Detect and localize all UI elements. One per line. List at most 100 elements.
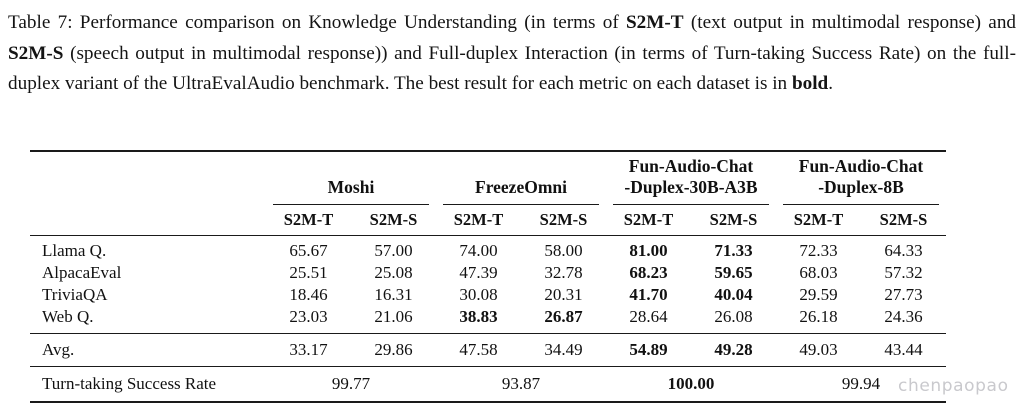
- caption-bold-s2ms: S2M-S: [8, 42, 64, 64]
- caption-bold-s2mt: S2M-T: [626, 12, 684, 33]
- corner-cell: [30, 152, 266, 200]
- cell-alpacaeval-moshi-s2mt: 25.51: [289, 263, 328, 282]
- cmidrule-spacer: [30, 200, 266, 207]
- subheader-row: S2M-T S2M-S S2M-T S2M-S S2M-T S2M-S S2M-…: [30, 207, 946, 236]
- table-turntaking-midrule: [30, 366, 946, 367]
- cell-web-q-freezeomni-s2ms: 26.87: [544, 307, 583, 326]
- row-label-triviaqa: TriviaQA: [42, 285, 108, 304]
- results-table: Moshi FreezeOmni Fun-Audio-Chat -Duplex-3…: [30, 150, 946, 404]
- caption-segment-3: (speech output in multimodal response)) …: [8, 42, 1016, 95]
- cell-triviaqa-fac30b-s2mt: 41.70: [629, 285, 668, 304]
- cell-triviaqa-freezeomni-s2mt: 30.08: [459, 285, 498, 304]
- cell-llama-q-freezeomni-s2mt: 74.00: [459, 241, 498, 260]
- subheader-moshi-s2mt: S2M-T: [283, 210, 334, 229]
- group-header-fac-duplex-8b-line1: Fun-Audio-Chat: [798, 156, 924, 176]
- cell-avg-freezeomni-s2mt: 47.58: [459, 340, 498, 359]
- group-header-fac-duplex-30b-a3b: Fun-Audio-Chat -Duplex-30B-A3B: [606, 152, 776, 200]
- table-row: AlpacaEval 25.51 25.08 47.39 32.78 68.23…: [30, 262, 946, 284]
- cell-turntaking-fac8b: 99.94: [841, 374, 881, 393]
- table-caption: Table 7: Performance comparison on Knowl…: [8, 8, 1016, 100]
- cmidrule-freezeomni: [436, 200, 606, 207]
- table-avg-midrule: [30, 333, 946, 334]
- row-label-llama-q: Llama Q.: [42, 241, 107, 260]
- cell-triviaqa-fac8b-s2mt: 29.59: [799, 285, 838, 304]
- cell-llama-q-freezeomni-s2ms: 58.00: [544, 241, 583, 260]
- cmidrule-moshi: [266, 200, 436, 207]
- group-header-fac-duplex-30b-a3b-line1: Fun-Audio-Chat: [628, 156, 754, 176]
- cell-web-q-fac30b-s2ms: 26.08: [714, 307, 753, 326]
- cell-alpacaeval-moshi-s2ms: 25.08: [374, 263, 413, 282]
- cell-web-q-fac8b-s2mt: 26.18: [799, 307, 838, 326]
- cell-avg-moshi-s2ms: 29.86: [374, 340, 413, 359]
- cell-triviaqa-moshi-s2mt: 18.46: [289, 285, 328, 304]
- cell-avg-fac30b-s2ms: 49.28: [714, 340, 753, 359]
- caption-bold-bold: bold: [791, 73, 829, 94]
- cell-triviaqa-freezeomni-s2ms: 20.31: [544, 285, 583, 304]
- cell-alpacaeval-freezeomni-s2ms: 32.78: [544, 263, 583, 282]
- cmidrule-fac-duplex-30b-a3b: [606, 200, 776, 207]
- cell-turntaking-moshi: 99.77: [331, 374, 371, 393]
- cell-avg-moshi-s2mt: 33.17: [289, 340, 328, 359]
- cell-alpacaeval-fac30b-s2ms: 59.65: [714, 263, 753, 282]
- results-table-container: Moshi FreezeOmni Fun-Audio-Chat -Duplex-3…: [30, 150, 946, 404]
- cell-llama-q-moshi-s2ms: 57.00: [374, 241, 413, 260]
- group-header-moshi-line1: Moshi: [327, 177, 375, 197]
- row-label-avg: Avg.: [42, 340, 75, 359]
- subheader-fac30b-s2ms: S2M-S: [709, 210, 758, 229]
- caption-segment-1: Performance comparison on Knowledge Unde…: [72, 12, 627, 33]
- watermark-text: chenpaopao: [898, 376, 1009, 396]
- cell-llama-q-fac8b-s2mt: 72.33: [799, 241, 838, 260]
- table-row: Llama Q. 65.67 57.00 74.00 58.00 81.00 7…: [30, 236, 946, 262]
- cell-avg-fac30b-s2mt: 54.89: [629, 340, 668, 359]
- group-header-freezeomni-line1: FreezeOmni: [475, 177, 567, 197]
- cell-web-q-moshi-s2ms: 21.06: [374, 307, 413, 326]
- group-cmidrule-row: [30, 200, 946, 207]
- cell-web-q-fac30b-s2mt: 28.64: [629, 307, 668, 326]
- cell-avg-freezeomni-s2ms: 34.49: [544, 340, 583, 359]
- caption-segment-4: .: [828, 73, 834, 94]
- table-row-avg: Avg. 33.17 29.86 47.58 34.49 54.89 49.28…: [30, 334, 946, 367]
- cell-triviaqa-fac8b-s2ms: 27.73: [884, 285, 923, 304]
- cell-llama-q-moshi-s2mt: 65.67: [289, 241, 328, 260]
- cell-avg-fac8b-s2mt: 49.03: [799, 340, 838, 359]
- subheader-freezeomni-s2ms: S2M-S: [539, 210, 588, 229]
- row-label-alpacaeval: AlpacaEval: [42, 263, 122, 282]
- cell-turntaking-fac30b: 100.00: [667, 374, 715, 393]
- row-label-web-q: Web Q.: [42, 307, 94, 326]
- table-row: Web Q. 23.03 21.06 38.83 26.87 28.64 26.…: [30, 306, 946, 334]
- cell-turntaking-freezeomni: 93.87: [501, 374, 541, 393]
- cell-triviaqa-moshi-s2ms: 16.31: [374, 285, 413, 304]
- subheader-freezeomni-s2mt: S2M-T: [453, 210, 504, 229]
- cell-llama-q-fac30b-s2mt: 81.00: [629, 241, 668, 260]
- cell-alpacaeval-fac30b-s2mt: 68.23: [629, 263, 668, 282]
- table-bottomrule: [30, 401, 946, 404]
- table-row: TriviaQA 18.46 16.31 30.08 20.31 41.70 4…: [30, 284, 946, 306]
- table-row-turntaking: Turn-taking Success Rate 99.77 93.87 100…: [30, 367, 946, 402]
- group-header-fac-duplex-30b-a3b-line2: -Duplex-30B-A3B: [624, 177, 758, 197]
- group-header-fac-duplex-8b-line2: -Duplex-8B: [818, 177, 904, 197]
- cell-web-q-moshi-s2mt: 23.03: [289, 307, 328, 326]
- group-header-freezeomni: FreezeOmni: [436, 152, 606, 200]
- caption-label: Table 7:: [8, 12, 73, 33]
- cell-triviaqa-fac30b-s2ms: 40.04: [714, 285, 753, 304]
- cell-alpacaeval-fac8b-s2mt: 68.03: [799, 263, 838, 282]
- table-header-midrule: [30, 235, 946, 236]
- cell-web-q-freezeomni-s2mt: 38.83: [459, 307, 498, 326]
- subheader-fac8b-s2ms: S2M-S: [879, 210, 928, 229]
- subheader-moshi-s2ms: S2M-S: [369, 210, 418, 229]
- cell-web-q-fac8b-s2ms: 24.36: [884, 307, 923, 326]
- subheader-corner-cell: [30, 207, 266, 236]
- caption-segment-2: (text output in multimodal response) and: [683, 12, 1017, 33]
- cell-llama-q-fac8b-s2ms: 64.33: [884, 241, 923, 260]
- subheader-fac8b-s2mt: S2M-T: [793, 210, 844, 229]
- group-header-row: Moshi FreezeOmni Fun-Audio-Chat -Duplex-3…: [30, 152, 946, 200]
- cell-alpacaeval-freezeomni-s2mt: 47.39: [459, 263, 498, 282]
- group-header-fac-duplex-8b: Fun-Audio-Chat -Duplex-8B: [776, 152, 946, 200]
- cell-avg-fac8b-s2ms: 43.44: [884, 340, 923, 359]
- row-label-turn-taking-success-rate: Turn-taking Success Rate: [42, 374, 217, 393]
- group-header-moshi: Moshi: [266, 152, 436, 200]
- subheader-fac30b-s2mt: S2M-T: [623, 210, 674, 229]
- cell-llama-q-fac30b-s2ms: 71.33: [714, 241, 753, 260]
- cmidrule-fac-duplex-8b: [776, 200, 946, 207]
- cell-alpacaeval-fac8b-s2ms: 57.32: [884, 263, 923, 282]
